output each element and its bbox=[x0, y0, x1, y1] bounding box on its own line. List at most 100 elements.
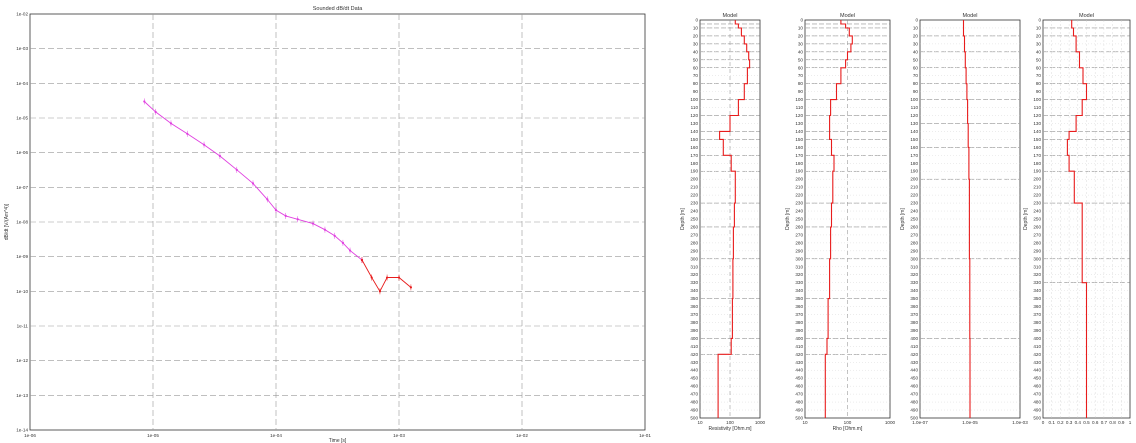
y-tick-label: 230 bbox=[690, 201, 698, 206]
x-tick-label: 0.3 bbox=[1066, 420, 1073, 425]
y-tick-label: 200 bbox=[910, 177, 918, 182]
y-tick-label: 1e-02 bbox=[16, 12, 28, 17]
y-tick-label: 390 bbox=[795, 328, 803, 333]
y-tick-label: 400 bbox=[690, 336, 698, 341]
y-tick-label: 300 bbox=[795, 256, 803, 261]
y-tick-label: 80 bbox=[798, 81, 804, 86]
y-tick-label: 280 bbox=[795, 240, 803, 245]
y-tick-label: 290 bbox=[1033, 248, 1041, 253]
y-tick-label: 30 bbox=[798, 41, 804, 46]
y-tick-label: 430 bbox=[1033, 360, 1041, 365]
x-tick-label: 10 bbox=[697, 420, 703, 425]
y-tick-label: 300 bbox=[690, 256, 698, 261]
y-tick-label: 110 bbox=[796, 105, 804, 110]
y-tick-label: 90 bbox=[798, 89, 804, 94]
y-tick-label: 390 bbox=[690, 328, 698, 333]
y-tick-label: 450 bbox=[910, 376, 918, 381]
y-tick-label: 250 bbox=[795, 217, 803, 222]
y-tick-label: 290 bbox=[795, 248, 803, 253]
y-axis-label: Depth [m] bbox=[1023, 208, 1029, 230]
y-tick-label: 260 bbox=[910, 224, 918, 229]
y-tick-label: 470 bbox=[910, 392, 918, 397]
y-tick-label: 1e-03 bbox=[16, 46, 28, 51]
x-tick-label: 10 bbox=[802, 420, 808, 425]
y-tick-label: 450 bbox=[1033, 376, 1041, 381]
y-tick-label: 170 bbox=[795, 153, 803, 158]
y-tick-label: 140 bbox=[690, 129, 698, 134]
y-tick-label: 30 bbox=[1036, 41, 1042, 46]
y-tick-label: 220 bbox=[795, 193, 803, 198]
y-tick-label: 80 bbox=[913, 81, 919, 86]
y-tick-label: 160 bbox=[1033, 145, 1041, 150]
x-tick-label: 0.5 bbox=[1083, 420, 1090, 425]
y-tick-label: 0 bbox=[915, 18, 918, 23]
y-tick-label: 430 bbox=[795, 360, 803, 365]
y-tick-label: 410 bbox=[690, 344, 698, 349]
y-tick-label: 250 bbox=[1033, 217, 1041, 222]
y-tick-label: 460 bbox=[690, 384, 698, 389]
y-tick-label: 50 bbox=[798, 57, 804, 62]
x-tick-label: 100 bbox=[844, 420, 852, 425]
y-tick-label: 20 bbox=[798, 33, 804, 38]
y-tick-label: 340 bbox=[910, 288, 918, 293]
y-tick-label: 30 bbox=[693, 41, 699, 46]
y-tick-label: 350 bbox=[1033, 296, 1041, 301]
y-tick-label: 70 bbox=[693, 73, 699, 78]
y-axis-label: Depth [m] bbox=[785, 208, 791, 230]
y-tick-label: 130 bbox=[795, 121, 803, 126]
model-profile-line bbox=[1066, 20, 1088, 418]
x-tick-label: 0.1 bbox=[1049, 420, 1056, 425]
y-tick-label: 320 bbox=[1033, 272, 1041, 277]
x-tick-label: 1.0e-07 bbox=[912, 420, 928, 425]
y-tick-label: 240 bbox=[1033, 209, 1041, 214]
y-tick-label: 50 bbox=[1036, 57, 1042, 62]
y-tick-label: 330 bbox=[1033, 280, 1041, 285]
y-tick-label: 270 bbox=[910, 232, 918, 237]
y-tick-label: 1e-05 bbox=[16, 116, 28, 121]
y-tick-label: 130 bbox=[1033, 121, 1041, 126]
y-tick-label: 320 bbox=[690, 272, 698, 277]
y-tick-label: 70 bbox=[1036, 73, 1042, 78]
y-tick-label: 20 bbox=[913, 33, 919, 38]
y-tick-label: 300 bbox=[910, 256, 918, 261]
y-tick-label: 500 bbox=[1033, 416, 1041, 421]
x-tick-label: 0.6 bbox=[1092, 420, 1099, 425]
y-tick-label: 170 bbox=[690, 153, 698, 158]
y-tick-label: 160 bbox=[690, 145, 698, 150]
y-tick-label: 360 bbox=[795, 304, 803, 309]
x-axis-label: Resistivity [Ohm.m] bbox=[708, 426, 752, 432]
y-tick-label: 10 bbox=[1036, 25, 1042, 30]
y-tick-label: 440 bbox=[1033, 368, 1041, 373]
y-tick-label: 130 bbox=[910, 121, 918, 126]
y-tick-label: 200 bbox=[690, 177, 698, 182]
y-tick-label: 150 bbox=[1033, 137, 1041, 142]
y-tick-label: 400 bbox=[795, 336, 803, 341]
y-tick-label: 90 bbox=[913, 89, 919, 94]
x-tick-label: 1 bbox=[1129, 420, 1132, 425]
x-tick-label: 1e-02 bbox=[516, 433, 528, 438]
y-tick-label: 450 bbox=[795, 376, 803, 381]
y-tick-label: 90 bbox=[693, 89, 699, 94]
y-tick-label: 90 bbox=[1036, 89, 1042, 94]
y-tick-label: 460 bbox=[1033, 384, 1041, 389]
x-tick-label: 1000 bbox=[885, 420, 896, 425]
y-tick-label: 30 bbox=[913, 41, 919, 46]
y-tick-label: 410 bbox=[1033, 344, 1041, 349]
y-tick-label: 310 bbox=[1033, 264, 1041, 269]
y-tick-label: 150 bbox=[910, 137, 918, 142]
x-axis-label: Time [s] bbox=[329, 438, 347, 443]
x-tick-label: 100 bbox=[726, 420, 734, 425]
x-tick-label: 1e-03 bbox=[393, 433, 405, 438]
y-tick-label: 180 bbox=[795, 161, 803, 166]
y-tick-label: 250 bbox=[910, 217, 918, 222]
y-tick-label: 380 bbox=[1033, 320, 1041, 325]
y-tick-label: 440 bbox=[910, 368, 918, 373]
chart-title: Model bbox=[963, 13, 978, 19]
y-tick-label: 1e-06 bbox=[16, 150, 28, 155]
y-tick-label: 80 bbox=[1036, 81, 1042, 86]
y-tick-label: 330 bbox=[795, 280, 803, 285]
y-tick-label: 1e-09 bbox=[16, 254, 28, 259]
y-tick-label: 100 bbox=[910, 97, 918, 102]
y-tick-label: 330 bbox=[690, 280, 698, 285]
